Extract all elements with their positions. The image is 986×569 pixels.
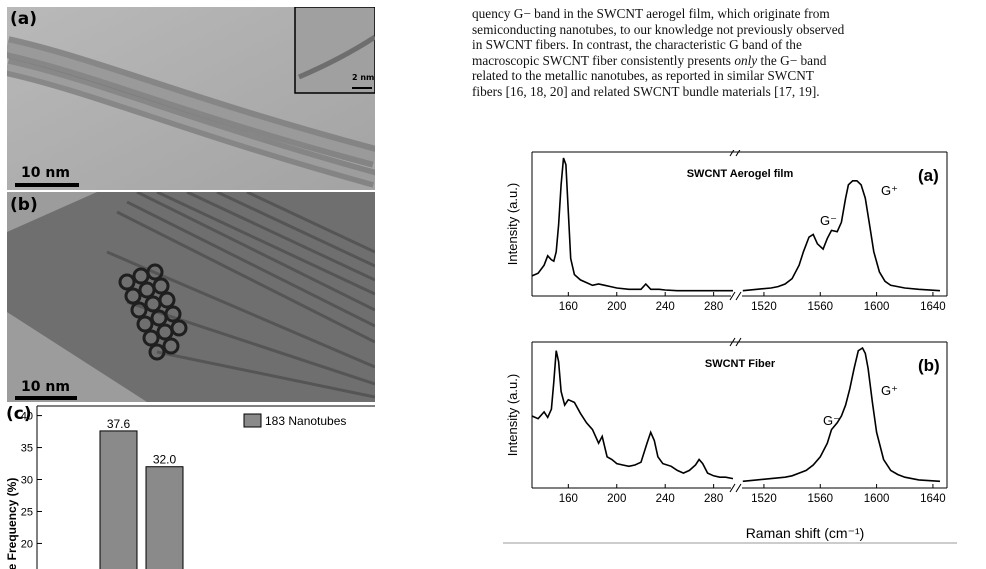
- raman-panel-title: SWCNT Fiber: [705, 358, 776, 370]
- raman-chart: 160 200 240 280 1520 1560 1600 1640 Intensity (a…: [503, 150, 957, 544]
- raman-x-tick-label: 240: [656, 493, 675, 505]
- raman-panel-a: 160 200 240 280 1520 1560 1600 1640 Intensity (a…: [505, 150, 948, 313]
- axis-break-mark: [729, 483, 736, 493]
- body-paragraph: quency G− band in the SWCNT aerogel film…: [472, 6, 952, 100]
- raman-x-tick-label: 1600: [864, 493, 890, 505]
- para-line-1: quency G− band in the SWCNT aerogel film…: [472, 6, 830, 21]
- para-line-4a: macroscopic SWCNT fiber consistently pre…: [472, 52, 735, 68]
- raman-y-label: Intensity (a.u.): [505, 374, 520, 456]
- axis-break-mark: [735, 483, 742, 493]
- histogram-panel-c: 20 25 30 35 40 37.6 32.0 183 Nanotubes e Freq…: [0, 404, 375, 569]
- panel-b-scale-label: 10 nm: [21, 379, 70, 395]
- raman-x-label: Raman shift (cm⁻¹): [746, 525, 865, 541]
- g-plus-label: G⁺: [881, 183, 898, 198]
- axis-break-mark: [729, 291, 736, 301]
- axis-break-mark: [735, 150, 741, 157]
- histogram-bar: [99, 430, 138, 569]
- panel-b-scale-bar: [15, 396, 77, 400]
- panel-a-label: (a): [10, 9, 38, 29]
- para-line-4b: the G− band: [757, 52, 827, 68]
- axis-break-mark: [729, 150, 735, 157]
- panel-a-scale-bar: [15, 183, 79, 187]
- histogram-y-tick-label: 25: [21, 506, 33, 518]
- histogram-y-tick-label: 35: [21, 443, 33, 455]
- g-minus-label: G⁻: [823, 413, 840, 428]
- histogram-bar: [145, 466, 184, 569]
- raman-curve-right: [742, 179, 941, 292]
- raman-x-tick-label: 280: [704, 301, 723, 313]
- raman-x-tick-label: 200: [607, 493, 626, 505]
- panel-c-label: (c): [6, 404, 32, 424]
- histogram-bar-label: 37.6: [107, 417, 131, 431]
- histogram-y-tick-label: 30: [21, 475, 33, 487]
- raman-x-tick-label: 160: [559, 301, 578, 313]
- raman-x-tick-label: 1560: [807, 493, 833, 505]
- histogram-y-tick-label: 20: [21, 538, 33, 550]
- raman-x-tick-label: 1560: [807, 301, 833, 313]
- raman-panel-label: (a): [918, 166, 939, 185]
- histogram-y-label: e Frequency (%): [5, 478, 19, 569]
- panel-a-scale-label: 10 nm: [21, 165, 70, 181]
- histogram-y-tick-label: 40: [21, 411, 33, 423]
- legend-swatch: [243, 413, 262, 428]
- raman-x-tick-label: 240: [656, 301, 675, 313]
- raman-x-tick-label: 1520: [751, 493, 777, 505]
- raman-panel-label: (b): [918, 356, 940, 375]
- histogram-legend: 183 Nanotubes: [265, 414, 346, 428]
- axis-break-mark: [735, 337, 742, 347]
- raman-curve-left: [531, 350, 734, 480]
- raman-x-tick-label: 1640: [920, 301, 946, 313]
- tem-image-a: [7, 7, 375, 190]
- raman-x-tick-label: 200: [607, 301, 626, 313]
- para-line-2: semiconducting nanotubes, to our knowled…: [472, 21, 845, 37]
- raman-x-tick-label: 1640: [920, 493, 946, 505]
- tem-image-b: [7, 192, 375, 402]
- histogram-bar-label: 32.0: [153, 453, 177, 467]
- axis-break-mark: [735, 291, 742, 301]
- tem-panel-b: (b) 10 nm: [7, 192, 375, 402]
- raman-curve-right: [742, 346, 941, 483]
- inset-scale-label: 2 nm: [352, 73, 375, 82]
- raman-x-tick-label: 280: [704, 493, 723, 505]
- raman-panel-title: SWCNT Aerogel film: [687, 168, 794, 180]
- raman-y-label: Intensity (a.u.): [505, 183, 520, 265]
- tem-panel-a: (a) 2 nm 10 nm: [7, 7, 375, 190]
- raman-x-tick-label: 1600: [864, 301, 890, 313]
- para-line-6: fibers [16, 18, 20] and related SWCNT bu…: [472, 83, 820, 99]
- panel-b-label: (b): [10, 195, 38, 215]
- para-line-4: macroscopic SWCNT fiber consistently pre…: [472, 53, 952, 69]
- raman-x-tick-label: 1520: [751, 301, 777, 313]
- para-line-3: in SWCNT fibers. In contrast, the charac…: [472, 37, 802, 53]
- raman-panel-b: 160 200 240 280 1520 1560 1600 1640 Intensity (a…: [505, 337, 948, 505]
- g-plus-label: G⁺: [881, 383, 898, 398]
- g-minus-label: G⁻: [820, 213, 837, 228]
- axis-break-mark: [729, 337, 736, 347]
- raman-curve-left: [531, 157, 733, 292]
- histogram-chart: 20 25 30 35 40 37.6 32.0 183 Nanotubes e Freq…: [5, 405, 375, 569]
- para-line-5: related to the metallic nanotubes, as re…: [472, 68, 814, 84]
- para-emphasis: only: [734, 52, 758, 68]
- raman-x-tick-label: 160: [559, 493, 578, 505]
